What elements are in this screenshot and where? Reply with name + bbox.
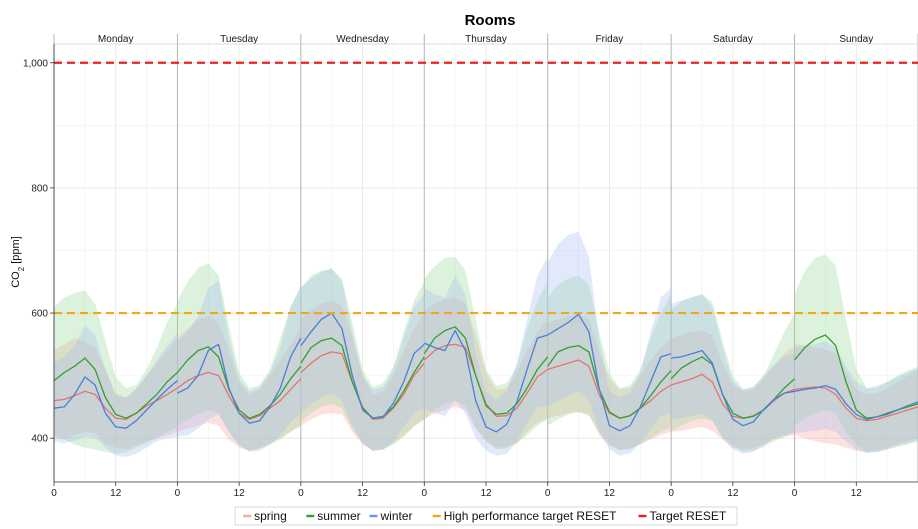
x-tick-label: 0 [668, 488, 674, 499]
facet-label-wednesday: Wednesday [336, 34, 389, 45]
x-tick-label: 0 [51, 488, 57, 499]
legend-label: spring [254, 509, 287, 523]
x-tick-label: 12 [357, 488, 369, 499]
legend-label: High performance target RESET [444, 509, 617, 523]
winter-band [794, 341, 918, 454]
legend: spring summer winter High performance targe… [234, 506, 738, 526]
x-axis: 0 12 0 12 0 12 0 12 0 12 0 12 0 12 [51, 481, 918, 499]
facet-label-tuesday: Tuesday [220, 34, 258, 45]
summer-line [176, 346, 302, 419]
y-axis-title: CO2 [ppm] [10, 236, 26, 288]
x-tick-label: 0 [175, 488, 181, 499]
y-axis-title-main: CO [10, 271, 22, 288]
winter-line [300, 312, 425, 419]
x-tick-label: 0 [545, 488, 551, 499]
winter-band [671, 294, 795, 454]
summer-line [547, 344, 672, 419]
winter-line [177, 337, 302, 424]
winter-line [547, 313, 672, 432]
summer-band [300, 269, 425, 451]
spring-band [547, 314, 672, 450]
spring-band [794, 344, 918, 452]
facet-label-sunday: Sunday [839, 34, 873, 45]
legend-label: summer [317, 509, 360, 523]
spring-line [794, 386, 918, 422]
summer-band [54, 290, 178, 454]
summer-band [794, 254, 918, 452]
spring-line [670, 373, 795, 419]
spring-band [424, 297, 548, 448]
chart-title: Rooms [465, 12, 516, 29]
winter-band [547, 231, 672, 456]
facet-label-thursday: Thursday [465, 34, 507, 45]
y-tick-label: 400 [31, 434, 48, 445]
legend-box [234, 506, 738, 526]
winter-line [794, 384, 918, 421]
y-tick-label: 1,000 [23, 58, 48, 69]
summer-band [671, 294, 795, 452]
facet-label-monday: Monday [98, 34, 134, 45]
spring-band [54, 338, 178, 450]
legend-label: Target RESET [650, 509, 727, 523]
summer-line [423, 326, 549, 416]
x-tick-label: 0 [792, 488, 798, 499]
x-tick-label: 12 [480, 488, 492, 499]
spring-band [671, 330, 795, 450]
facet-label-friday: Friday [596, 34, 624, 45]
x-tick-label: 12 [110, 488, 122, 499]
x-tick-label: 0 [298, 488, 304, 499]
y-axis-title-unit: [ppm] [10, 236, 22, 267]
winter-line [424, 329, 548, 433]
winter-band [177, 280, 301, 452]
winter-line [53, 376, 178, 429]
summer-band [177, 263, 301, 451]
spring-line [53, 387, 178, 421]
reference-lines [54, 61, 918, 315]
x-tick-label: 12 [604, 488, 616, 499]
spring-band [177, 316, 301, 451]
y-tick-label: 600 [31, 309, 48, 320]
y-tick-label: 800 [31, 183, 48, 194]
y-axis-title-subscript: 2 [17, 266, 26, 271]
x-tick-label: 12 [851, 488, 863, 499]
spring-line [547, 359, 672, 419]
facet-headers: Monday Tuesday Wednesday Thursday Friday Satu… [98, 34, 873, 45]
legend-label: winter [380, 509, 413, 523]
winter-band [424, 256, 548, 456]
x-tick-label: 12 [234, 488, 246, 499]
series-lines [53, 312, 918, 433]
x-tick-label: 12 [727, 488, 739, 499]
summer-line [53, 357, 178, 419]
y-axis: 400 600 800 1,000 [23, 44, 55, 482]
x-tick-label: 0 [422, 488, 428, 499]
facet-label-saturday: Saturday [713, 34, 753, 45]
winter-line [671, 349, 795, 427]
